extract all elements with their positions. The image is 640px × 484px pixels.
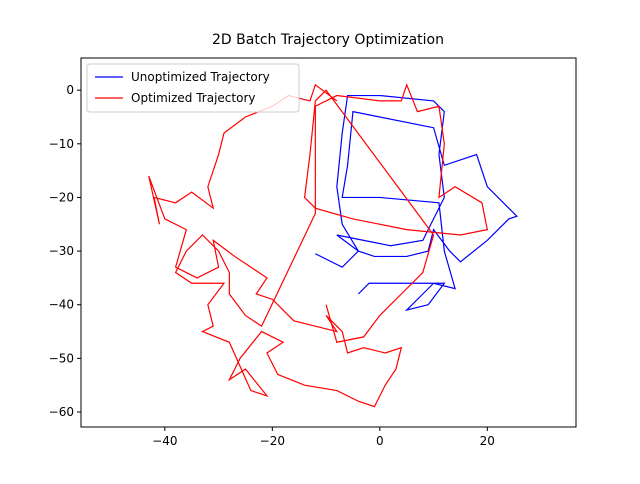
x-tick-label: 0 [376,434,384,448]
y-tick-label: −60 [49,405,74,419]
chart-title: 2D Batch Trajectory Optimization [212,32,444,48]
y-tick-label: 0 [66,83,74,97]
legend-label: Unoptimized Trajectory [131,70,270,84]
y-tick-label: −50 [49,351,74,365]
y-tick-label: −30 [49,244,74,258]
y-tick-label: −40 [49,298,74,312]
y-tick-label: −20 [49,190,74,204]
plot-frame [80,57,577,428]
x-tick-label: 20 [480,434,495,448]
legend-box [86,63,300,113]
trajectory-line [148,83,489,408]
y-tick-label: −10 [49,137,74,151]
legend-label: Optimized Trajectory [131,91,256,105]
x-tick-label: −20 [260,434,285,448]
x-tick-label: −40 [152,434,177,448]
trajectory-line [315,94,518,312]
